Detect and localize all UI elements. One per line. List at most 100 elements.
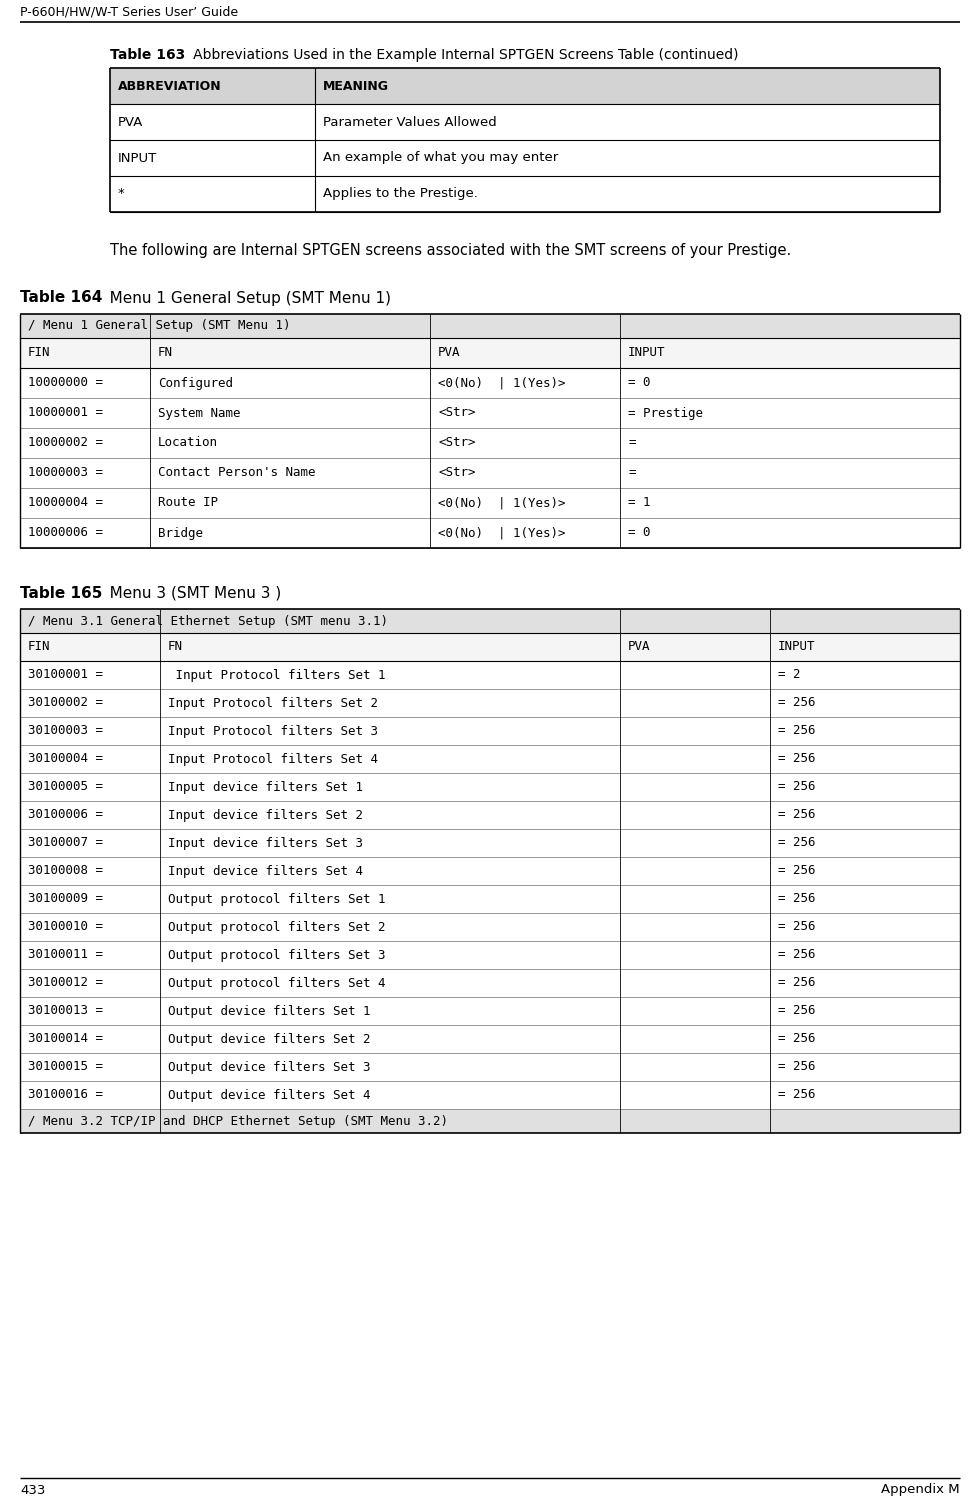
Text: 30100002 =: 30100002 =: [28, 696, 103, 709]
Text: 30100015 =: 30100015 =: [28, 1061, 103, 1073]
Text: =: =: [628, 436, 635, 449]
Text: INPUT: INPUT: [628, 347, 665, 359]
Bar: [20, 428, 960, 458]
Text: = 0: = 0: [628, 526, 651, 540]
Text: = 256: = 256: [778, 920, 815, 933]
Text: Output device filters Set 1: Output device filters Set 1: [168, 1004, 370, 1018]
Text: Configured: Configured: [158, 376, 233, 389]
Text: Bridge: Bridge: [158, 526, 203, 540]
Bar: [20, 1081, 960, 1109]
Bar: [20, 717, 960, 745]
Bar: [20, 458, 960, 488]
Bar: [20, 609, 960, 633]
Text: P-660H/HW/W-T Series User’ Guide: P-660H/HW/W-T Series User’ Guide: [20, 6, 238, 18]
Bar: [20, 969, 960, 996]
Text: 10000001 =: 10000001 =: [28, 406, 103, 419]
Text: Menu 3 (SMT Menu 3 ): Menu 3 (SMT Menu 3 ): [95, 586, 281, 601]
Bar: [20, 519, 960, 549]
Text: <0(No)  | 1(Yes)>: <0(No) | 1(Yes)>: [438, 526, 565, 540]
Text: <0(No)  | 1(Yes)>: <0(No) | 1(Yes)>: [438, 496, 565, 510]
Bar: [20, 633, 960, 661]
Text: *: *: [118, 188, 124, 200]
Text: 10000000 =: 10000000 =: [28, 376, 103, 389]
Text: =: =: [628, 466, 635, 479]
Text: FIN: FIN: [28, 347, 51, 359]
Text: <0(No)  | 1(Yes)>: <0(No) | 1(Yes)>: [438, 376, 565, 389]
Bar: [20, 745, 960, 773]
Text: Input device filters Set 3: Input device filters Set 3: [168, 837, 363, 849]
Text: System Name: System Name: [158, 406, 240, 419]
Text: PVA: PVA: [628, 640, 651, 654]
Text: Table 163: Table 163: [110, 48, 185, 62]
Text: = 256: = 256: [778, 1088, 815, 1102]
Bar: [20, 688, 960, 717]
Text: = 256: = 256: [778, 1033, 815, 1046]
Text: <Str>: <Str>: [438, 466, 475, 479]
Text: Output device filters Set 2: Output device filters Set 2: [168, 1033, 370, 1046]
Text: = 256: = 256: [778, 948, 815, 962]
Bar: [20, 996, 960, 1025]
Bar: [20, 1109, 960, 1133]
Text: 30100016 =: 30100016 =: [28, 1088, 103, 1102]
Text: Output device filters Set 3: Output device filters Set 3: [168, 1061, 370, 1073]
Bar: [20, 857, 960, 885]
Bar: [20, 830, 960, 857]
Text: = 256: = 256: [778, 809, 815, 822]
Text: Output protocol filters Set 4: Output protocol filters Set 4: [168, 977, 385, 989]
Text: Route IP: Route IP: [158, 496, 218, 510]
Text: 30100001 =: 30100001 =: [28, 669, 103, 681]
Text: = 2: = 2: [778, 669, 801, 681]
Text: Input device filters Set 4: Input device filters Set 4: [168, 864, 363, 878]
Text: INPUT: INPUT: [778, 640, 815, 654]
Text: Menu 1 General Setup (SMT Menu 1): Menu 1 General Setup (SMT Menu 1): [95, 290, 391, 305]
Text: <Str>: <Str>: [438, 436, 475, 449]
Text: Output protocol filters Set 3: Output protocol filters Set 3: [168, 948, 385, 962]
Text: / Menu 3.2 TCP/IP and DHCP Ethernet Setup (SMT Menu 3.2): / Menu 3.2 TCP/IP and DHCP Ethernet Setu…: [28, 1115, 448, 1127]
Text: 30100012 =: 30100012 =: [28, 977, 103, 989]
Text: 30100011 =: 30100011 =: [28, 948, 103, 962]
Bar: [20, 398, 960, 428]
Text: Input Protocol filters Set 1: Input Protocol filters Set 1: [168, 669, 385, 681]
Text: FN: FN: [158, 347, 173, 359]
Bar: [20, 661, 960, 688]
Text: Output device filters Set 4: Output device filters Set 4: [168, 1088, 370, 1102]
Text: Parameter Values Allowed: Parameter Values Allowed: [323, 116, 497, 128]
Text: 433: 433: [20, 1483, 45, 1497]
Text: 10000002 =: 10000002 =: [28, 436, 103, 449]
Text: Output protocol filters Set 2: Output protocol filters Set 2: [168, 920, 385, 933]
Bar: [20, 773, 960, 801]
Text: Table 164: Table 164: [20, 290, 102, 305]
Text: <Str>: <Str>: [438, 406, 475, 419]
Bar: [110, 68, 940, 104]
Text: Input device filters Set 1: Input device filters Set 1: [168, 780, 363, 794]
Text: PVA: PVA: [118, 116, 143, 128]
Bar: [20, 941, 960, 969]
Text: Input Protocol filters Set 3: Input Protocol filters Set 3: [168, 724, 378, 738]
Text: 10000003 =: 10000003 =: [28, 466, 103, 479]
Bar: [20, 912, 960, 941]
Bar: [20, 801, 960, 830]
Text: 30100005 =: 30100005 =: [28, 780, 103, 794]
Text: = 256: = 256: [778, 696, 815, 709]
Bar: [20, 338, 960, 368]
Text: 30100007 =: 30100007 =: [28, 837, 103, 849]
Text: = 256: = 256: [778, 1061, 815, 1073]
Text: = 1: = 1: [628, 496, 651, 510]
Text: Location: Location: [158, 436, 218, 449]
Text: Input Protocol filters Set 2: Input Protocol filters Set 2: [168, 696, 378, 709]
Text: Input device filters Set 2: Input device filters Set 2: [168, 809, 363, 822]
Text: MEANING: MEANING: [323, 80, 389, 93]
Bar: [20, 488, 960, 519]
Text: 30100009 =: 30100009 =: [28, 893, 103, 905]
Bar: [110, 68, 940, 212]
Text: = 256: = 256: [778, 1004, 815, 1018]
Text: 30100010 =: 30100010 =: [28, 920, 103, 933]
Text: = 256: = 256: [778, 893, 815, 905]
Text: = 0: = 0: [628, 376, 651, 389]
Text: = 256: = 256: [778, 837, 815, 849]
Text: 30100006 =: 30100006 =: [28, 809, 103, 822]
Text: Appendix M: Appendix M: [881, 1483, 960, 1497]
Text: Table 165: Table 165: [20, 586, 102, 601]
Text: = 256: = 256: [778, 977, 815, 989]
Bar: [20, 885, 960, 912]
